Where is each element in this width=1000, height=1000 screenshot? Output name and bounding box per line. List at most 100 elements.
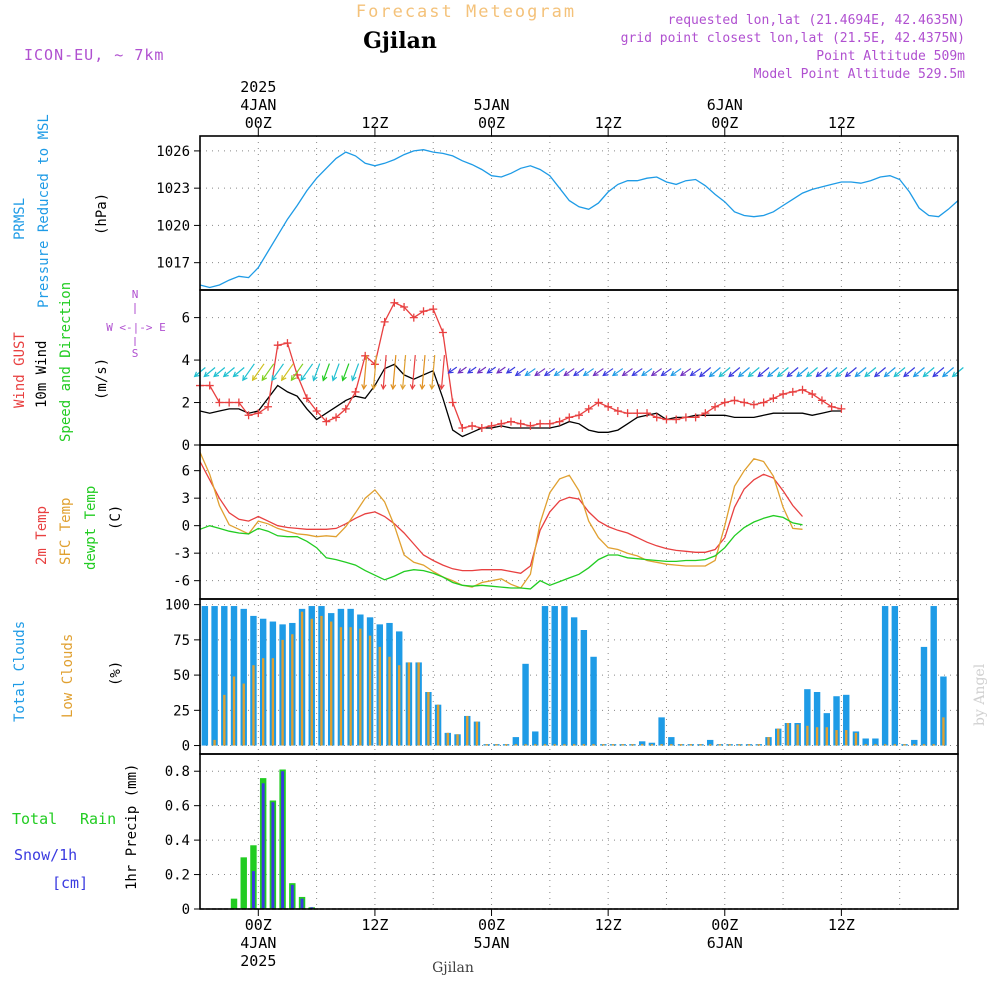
- gust-marker: [837, 404, 846, 413]
- wind-arrow-head: [281, 375, 287, 382]
- low-cloud-bar: [456, 734, 459, 746]
- low-cloud-bar: [670, 744, 673, 746]
- top-time-label: 5JAN: [473, 96, 509, 114]
- y-tick-label: 0.2: [165, 868, 190, 884]
- gust-marker: [429, 305, 438, 314]
- wind-direction-label: Speed and Direction: [58, 282, 74, 442]
- y-tick-label: 100: [165, 598, 190, 614]
- low-cloud-bar: [252, 665, 255, 746]
- gust-marker: [730, 396, 739, 405]
- wind-arrow-head: [796, 371, 803, 378]
- wind-speed-line: [199, 363, 842, 438]
- wind-arrow-head: [689, 370, 696, 377]
- top-time-label: 6JAN: [707, 96, 743, 114]
- gust-marker: [351, 387, 360, 396]
- y-tick-label: -6: [173, 574, 190, 590]
- total-cloud-bar: [561, 606, 568, 746]
- wind-unit-label: (m/s): [94, 358, 110, 400]
- wind-arrow: [661, 368, 672, 376]
- wind-arrow-head: [300, 375, 306, 382]
- gust-marker: [341, 404, 350, 413]
- wind-arrow-head: [429, 384, 436, 391]
- snow-bar: [271, 802, 275, 909]
- gust-marker: [691, 413, 700, 422]
- wind-arrow-head: [261, 375, 268, 382]
- y-tick-label: 6: [182, 464, 190, 480]
- gust-marker: [652, 413, 661, 422]
- low-cloud-bar: [281, 639, 284, 746]
- wind-arrow-head: [543, 370, 550, 377]
- wind-arrow-head: [854, 371, 861, 378]
- gust-marker: [244, 411, 253, 420]
- total-cloud-bar: [668, 737, 675, 746]
- low-cloud-bar: [903, 744, 906, 746]
- bottom-time-label: 12Z: [828, 916, 855, 934]
- precip-total-label: Total: [12, 810, 57, 828]
- wind-arrow: [767, 367, 780, 377]
- low-cloud-bar: [310, 618, 313, 746]
- low-cloud-bar: [893, 744, 896, 746]
- wind-arrow: [835, 367, 848, 377]
- low-cloud-bar: [815, 727, 819, 746]
- wind-arrow-head: [447, 368, 454, 374]
- snow-bar: [310, 907, 314, 909]
- wind-arrow: [738, 367, 750, 377]
- wind-arrow-head: [873, 371, 880, 378]
- total-cloud-bar: [541, 606, 549, 746]
- wind-arrow-head: [573, 370, 580, 377]
- temp-sfc-line: [199, 452, 803, 589]
- low-cloud-bar: [349, 627, 352, 746]
- gust-marker: [380, 317, 389, 326]
- low-cloud-bar: [475, 721, 479, 746]
- temp-sfc-label: SFC Temp: [58, 498, 74, 565]
- low-cloud-bar: [767, 737, 770, 746]
- wind-arrow-head: [438, 384, 445, 391]
- wind-arrow: [440, 355, 446, 389]
- low-cloud-bar: [504, 744, 508, 746]
- gust-marker: [769, 394, 778, 403]
- low-cloud-bar: [242, 683, 245, 746]
- wind-arrow-head: [553, 370, 560, 377]
- total-cloud-bar: [658, 717, 665, 746]
- low-cloud-bar: [223, 694, 226, 746]
- wind-arrow: [709, 367, 721, 377]
- wind-arrow-head: [213, 371, 220, 378]
- wind-arrow: [448, 366, 458, 374]
- low-cloud-bar: [631, 744, 634, 746]
- wind-arrow-head: [786, 371, 793, 378]
- gust-marker: [808, 390, 817, 399]
- y-tick-label: 0: [182, 739, 190, 755]
- clouds-unit-label: (%): [108, 661, 124, 686]
- gust-marker: [779, 390, 788, 399]
- total-cloud-bar: [201, 606, 209, 746]
- total-cloud-bar: [230, 606, 238, 746]
- wind-arrow-head: [251, 375, 258, 382]
- total-clouds-label: Total Clouds: [12, 621, 28, 722]
- gust-marker: [400, 302, 409, 311]
- temp-dewpoint-label: dewpt Temp: [83, 486, 99, 570]
- y-tick-label: 6: [182, 311, 190, 327]
- wind-arrow-head: [341, 375, 347, 382]
- wind-arrow-head: [602, 370, 609, 377]
- y-tick-label: 0: [182, 519, 190, 535]
- wind-arrow-head: [361, 384, 367, 391]
- wind-arrow: [457, 366, 467, 374]
- wind-arrow-head: [409, 384, 416, 391]
- y-tick-label: 0: [182, 902, 190, 918]
- wind-arrow-head: [582, 370, 589, 377]
- bottom-time-label: 12Z: [361, 916, 388, 934]
- low-cloud-bar: [757, 744, 760, 746]
- y-tick-label: 0.4: [165, 833, 190, 849]
- low-cloud-bar: [553, 744, 556, 746]
- wind-arrow-head: [825, 371, 832, 378]
- total-cloud-bar: [940, 676, 947, 746]
- wind-arrow-head: [312, 375, 318, 382]
- bottom-time-label: 5JAN: [473, 934, 509, 952]
- total-cloud-bar: [512, 737, 520, 746]
- wind-arrow-head: [641, 370, 648, 377]
- top-time-label: 00Z: [245, 114, 272, 132]
- gust-marker: [827, 402, 836, 411]
- total-cloud-bar: [862, 738, 869, 746]
- gust-line: [200, 301, 842, 429]
